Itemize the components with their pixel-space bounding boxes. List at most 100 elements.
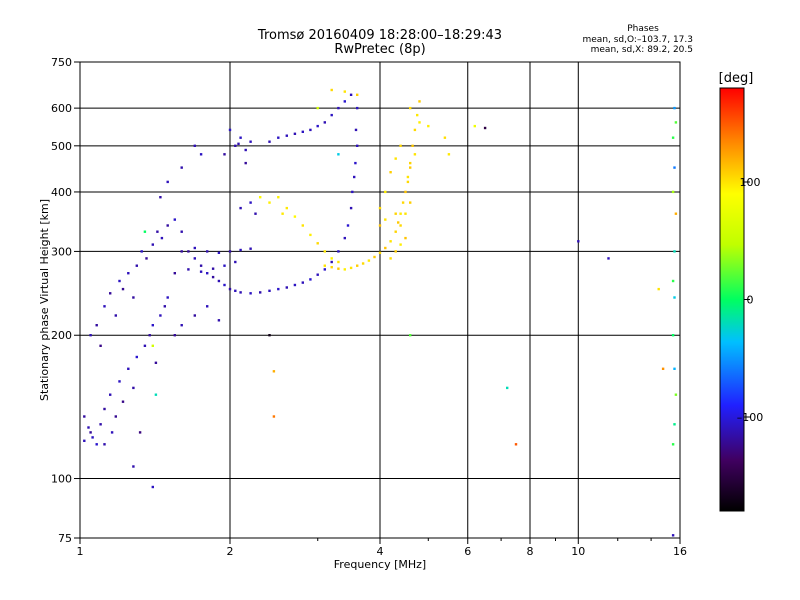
echo-point-x-mode — [404, 212, 407, 215]
echo-point-noise — [154, 393, 158, 396]
echo-point-o-mode — [180, 166, 183, 169]
echo-point-x-mode — [356, 264, 359, 267]
echo-point-o-mode — [234, 144, 237, 147]
echo-point-x-mode — [409, 201, 412, 204]
x-tick-label: 1 — [77, 545, 84, 558]
echo-point-o-mode — [206, 250, 209, 253]
echo-point-o-mode — [343, 100, 346, 103]
echo-point-x-mode — [409, 166, 412, 169]
echo-point-noise — [673, 106, 676, 110]
echo-point-o-mode — [103, 305, 106, 308]
echo-point-x-mode — [401, 201, 405, 204]
echo-point-x-mode — [323, 264, 326, 267]
echo-point-o-mode — [607, 257, 610, 260]
echo-point-o-mode — [309, 128, 312, 132]
echo-point-noise — [151, 344, 154, 347]
echo-point-x-mode — [259, 196, 262, 199]
echo-point-x-mode — [389, 257, 392, 260]
echo-point-o-mode — [301, 130, 304, 133]
echo-point-x-mode — [268, 201, 271, 204]
echo-point-x-mode — [413, 128, 417, 132]
echo-point-o-mode — [151, 324, 154, 327]
echo-point-o-mode — [132, 386, 135, 390]
echo-point-o-mode — [145, 257, 148, 260]
echo-point-o-mode — [135, 355, 138, 359]
echo-point-o-mode — [166, 180, 169, 184]
y-tick-label: 500 — [51, 140, 72, 153]
echo-point-o-mode — [330, 260, 333, 264]
echo-point-x-mode — [427, 124, 430, 128]
echo-point-x-mode — [399, 243, 402, 246]
echo-point-o-mode — [103, 407, 106, 411]
echo-point-o-mode — [114, 415, 117, 418]
echo-point-x-mode — [316, 242, 319, 245]
echo-point-o-mode — [135, 264, 138, 267]
echo-point-o-mode — [351, 190, 354, 194]
echo-point-noise — [473, 124, 476, 128]
y-axis-label: Stationary phase Virtual Height [km] — [38, 199, 51, 401]
echo-point-o-mode — [239, 291, 242, 294]
echo-point-x-mode — [337, 267, 340, 270]
echo-point-o-mode — [228, 128, 232, 132]
echo-point-x-mode — [394, 230, 397, 233]
echo-point-noise — [268, 334, 271, 337]
echo-point-o-mode — [132, 296, 135, 299]
echo-point-x-mode — [330, 266, 333, 269]
echo-point-o-mode — [199, 264, 203, 267]
echo-point-x-mode — [394, 250, 397, 253]
colorbar-tick-label: 0 — [747, 294, 754, 307]
echo-point-x-mode — [301, 224, 304, 227]
echo-point-o-mode — [89, 334, 92, 337]
echo-point-o-mode — [249, 201, 252, 204]
echo-point-noise — [671, 136, 675, 139]
x-axis-label: Frequency [MHz] — [334, 558, 426, 571]
echo-point-noise — [673, 296, 676, 299]
echo-point-x-mode — [384, 246, 387, 250]
echo-point-noise — [674, 121, 678, 124]
echo-point-x-mode — [281, 212, 284, 215]
echo-point-x-mode — [399, 212, 402, 215]
echo-point-x-mode — [384, 218, 387, 221]
echo-point-x-mode — [343, 90, 346, 93]
echo-point-o-mode — [110, 431, 114, 434]
echo-point-x-mode — [389, 171, 392, 174]
echo-point-o-mode — [346, 224, 350, 227]
echo-point-x-mode — [399, 224, 402, 227]
echo-point-o-mode — [187, 268, 190, 271]
echo-point-x-mode — [443, 136, 447, 139]
echo-point-x-mode — [343, 268, 346, 271]
echo-point-o-mode — [244, 148, 247, 152]
echo-point-noise — [671, 334, 675, 337]
chart-title-line1: Tromsø 20160409 18:28:00–18:29:43 — [257, 28, 502, 43]
echo-point-o-mode — [99, 344, 102, 347]
echo-point-o-mode — [140, 250, 143, 253]
y-tick-label: 300 — [51, 245, 72, 258]
echo-point-o-mode — [353, 175, 356, 179]
echo-point-o-mode — [354, 128, 358, 132]
echo-point-x-mode — [404, 236, 407, 240]
echo-point-x-mode — [394, 212, 397, 215]
echo-point-x-mode — [409, 161, 412, 165]
echo-point-o-mode — [323, 268, 326, 271]
echo-point-o-mode — [166, 296, 169, 299]
echo-point-o-mode — [223, 283, 226, 287]
echo-point-o-mode — [143, 344, 147, 347]
echo-point-x-mode — [418, 121, 421, 124]
echo-point-o-mode — [349, 206, 353, 210]
echo-point-noise — [506, 386, 509, 390]
echo-point-x-mode — [285, 206, 288, 210]
echo-point-o-mode — [211, 267, 215, 270]
echo-point-o-mode — [193, 314, 196, 317]
echo-point-noise — [674, 393, 678, 396]
echo-point-x-mode — [323, 250, 326, 253]
colorbar — [719, 87, 745, 512]
echo-point-noise — [409, 334, 412, 337]
echo-point-o-mode — [193, 246, 196, 250]
echo-point-x-mode — [409, 106, 412, 110]
echo-point-x-mode — [447, 153, 451, 156]
echo-point-x-mode — [356, 93, 359, 96]
echo-point-x-mode — [337, 260, 340, 264]
echo-point-x-mode — [406, 175, 410, 179]
echo-point-o-mode — [293, 283, 297, 287]
